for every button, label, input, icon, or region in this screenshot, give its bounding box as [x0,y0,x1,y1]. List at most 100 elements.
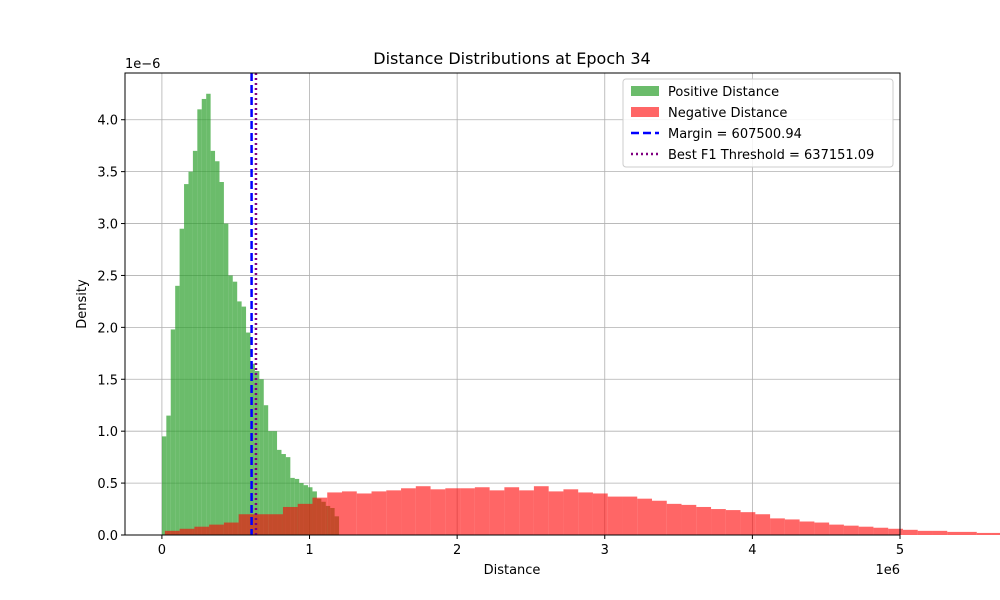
histogram-bar [474,487,490,535]
histogram-bar [755,514,771,535]
x-tick-label: 1 [305,543,313,558]
y-tick-label: 2.0 [97,321,118,336]
y-tick-label: 3.5 [97,166,118,181]
histogram-bar [312,497,328,535]
histogram-bar [637,498,652,535]
histogram-bar [254,370,260,535]
histogram-bar [356,493,372,535]
histogram-bar [725,510,741,535]
histogram-bar [237,301,242,535]
legend-swatch [631,107,659,117]
histogram-bar [947,531,962,535]
y-tick-label: 1.5 [97,373,118,388]
histogram-bar [696,506,712,535]
histogram-bar [386,490,402,535]
legend-box [622,78,894,168]
histogram-bar [281,454,286,535]
histogram-bar [489,490,505,535]
legend-label: Positive Distance [668,85,779,100]
histogram-bar [259,379,264,535]
histogram-bar [917,530,933,535]
histogram-bar [238,514,254,535]
histogram-bar [327,492,342,535]
histogram-bar [206,93,211,536]
histogram-bar [209,524,224,535]
histogram-bar [548,491,564,535]
histogram-bar [666,503,682,535]
histogram-bar [814,522,830,535]
histogram-bar [201,98,207,536]
histogram-bar [192,150,198,535]
histogram-bar [232,281,238,535]
histogram-bar [932,530,948,535]
legend-swatch [631,86,659,96]
histogram-bar [607,496,623,535]
histogram-bar [223,223,229,536]
x-tick-label: 0 [158,543,166,558]
x-axis-label: Distance [484,563,541,578]
histogram-bar [219,182,224,535]
histogram-bar [228,275,233,535]
histogram-bar [272,431,278,535]
histogram-bar [164,530,180,535]
histogram-bar [297,503,313,535]
y-axis-label: Density [75,279,90,329]
y-tick-label: 1.0 [97,425,118,440]
ticks: 0 1 2 3 4 5 0.0 0.5 1.0 1.5 2.0 2.5 3.0 3.5 4.0 [97,114,904,558]
histogram-bar [401,488,416,535]
histogram-bar [184,184,189,535]
histogram-bar [519,490,534,535]
histogram-bar [962,531,977,535]
histogram-bar [342,491,357,535]
histogram-bar [563,489,579,535]
histogram-bar [371,491,387,535]
y-tick-label: 3.0 [97,218,118,233]
plot-frame [124,72,901,536]
histogram-bar [277,449,282,535]
x-tick-label: 4 [748,543,756,558]
histogram-bar [179,528,195,535]
histogram-bar [197,109,202,535]
x-tick-label: 2 [453,543,461,558]
histogram-bar [770,518,785,535]
histogram-bar [188,171,193,535]
histogram-bar [652,500,667,535]
histogram-bar [976,532,992,535]
histogram-bar [460,488,475,535]
y-tick-label: 2.5 [97,269,118,284]
legend-label: Negative Distance [668,106,787,121]
histogram-bar [991,532,1000,535]
histogram-bar [578,492,593,535]
histogram-bar [223,522,239,535]
histogram-bar [166,415,171,535]
histogram-bar [179,228,185,535]
series-negative [164,486,1000,535]
histogram-bar [282,506,298,535]
histogram-bar [533,486,549,535]
legend-label: Margin = 607500.94 [668,127,802,142]
histogram-bar [888,528,903,535]
histogram-bar [799,521,815,535]
x-offset-label: 1e6 [875,563,900,578]
y-offset-label: 1e−6 [125,57,160,72]
histogram-bar [902,529,918,535]
histogram-bar [246,332,251,535]
histogram-bar [210,150,216,535]
histogram-bar [175,285,180,535]
histogram-bar [858,526,874,535]
legend: Positive Distance Negative Distance Margin… [622,78,894,168]
histogram-bar [681,504,697,535]
y-tick-label: 0.0 [97,529,118,544]
histogram-bar [268,431,273,535]
histogram-bar [215,161,220,535]
histogram-bar [285,457,291,535]
histogram-bar [829,524,844,535]
histogram-bar [622,496,638,535]
histogram-bar [784,519,800,535]
x-tick-label: 5 [896,543,904,558]
chart-title: Distance Distributions at Epoch 34 [373,49,650,68]
histogram-bar [445,488,461,535]
histogram-bar [241,306,247,535]
histogram-bar [161,436,167,535]
